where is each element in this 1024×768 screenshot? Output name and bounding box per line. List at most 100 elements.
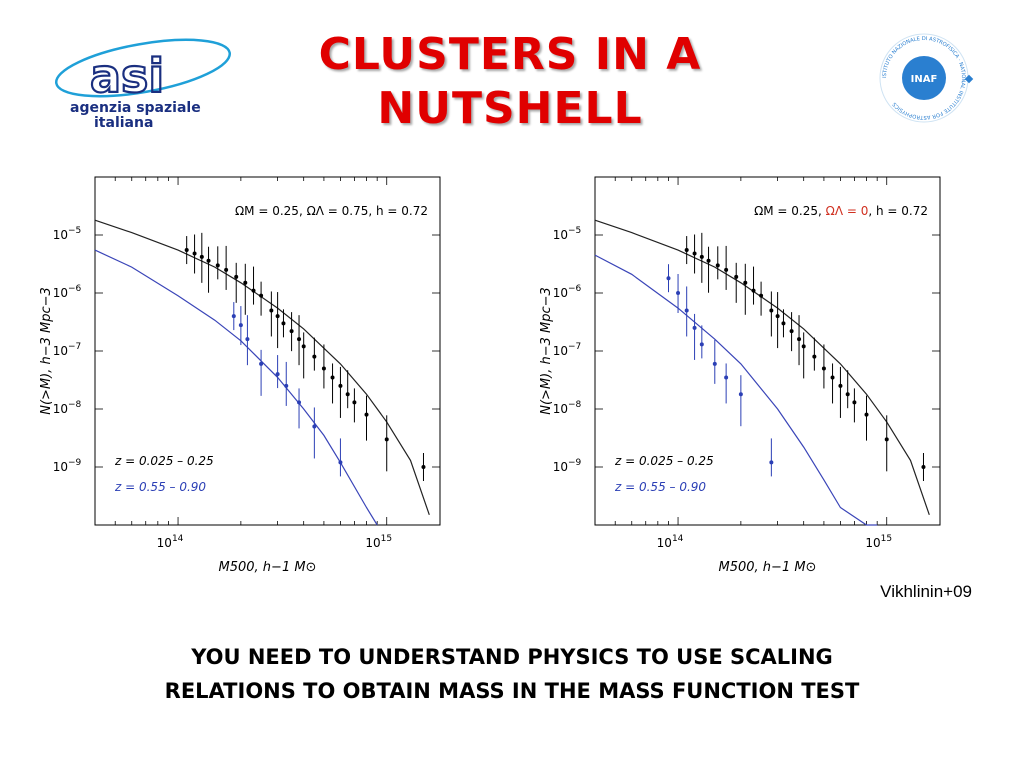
y-tick-label: 10−5 (53, 226, 82, 242)
legend-entry-high-z: z = 0.55 – 0.90 (614, 480, 706, 494)
data-point (715, 263, 720, 268)
x-tick-base: 10 (157, 536, 172, 550)
data-point (775, 314, 780, 319)
x-tick-label: 1014 (657, 534, 684, 550)
cosmology-part: ΩM = 0.25, (754, 204, 826, 218)
data-point (231, 314, 236, 319)
data-point (801, 344, 806, 349)
x-axis-label: M500, h−1 M⊙ (219, 560, 317, 575)
y-axis-label: N(>M), h−3 Mpc−3 (40, 287, 54, 415)
cosmology-part: ΩΛ = 0 (826, 204, 869, 218)
y-tick-exp: −7 (68, 342, 81, 352)
x-tick-exp: 14 (172, 534, 184, 544)
data-point (781, 321, 786, 326)
y-tick-label: 10−9 (53, 458, 82, 474)
data-point (684, 308, 689, 313)
data-point (724, 375, 729, 380)
model-curve (94, 219, 430, 515)
y-tick-base: 10 (553, 344, 568, 358)
data-point (352, 400, 357, 405)
data-point (243, 280, 248, 285)
data-point (338, 383, 343, 388)
y-tick-base: 10 (53, 286, 68, 300)
plot-frame (94, 176, 441, 526)
data-point (297, 337, 302, 342)
legend-entry-low-z: z = 0.025 – 0.25 (114, 454, 214, 468)
credit-text: Vikhlinin+09 (880, 582, 972, 601)
y-tick-label: 10−6 (553, 284, 582, 300)
data-point (312, 354, 317, 359)
data-point (751, 288, 756, 293)
data-point (275, 372, 280, 377)
slide-title: CLUSTERS IN A NUTSHELL (250, 28, 770, 136)
data-point (724, 267, 729, 272)
y-tick-base: 10 (53, 228, 68, 242)
y-tick-base: 10 (53, 344, 68, 358)
x-tick-exp: 15 (381, 534, 392, 544)
data-point (259, 293, 264, 298)
x-tick-base: 10 (365, 536, 380, 550)
data-point (789, 329, 794, 334)
data-point (684, 248, 689, 253)
data-point (259, 361, 264, 366)
data-point (699, 342, 704, 347)
data-point (769, 308, 774, 313)
y-tick-label: 10−7 (53, 342, 82, 358)
asi-logo-line2: italiana (94, 115, 153, 131)
data-point (192, 251, 197, 256)
data-point (384, 437, 389, 442)
data-point (206, 258, 211, 263)
x-tick-exp: 14 (672, 534, 684, 544)
data-point (364, 412, 369, 417)
data-point (830, 375, 835, 380)
data-point (234, 274, 239, 279)
cosmology-part: ΩΛ = 0.75 (307, 204, 369, 218)
data-point (245, 337, 250, 342)
model-curve (594, 254, 878, 526)
data-point (321, 366, 326, 371)
data-point (797, 337, 802, 342)
cosmology-part: , h = 0.72 (368, 204, 428, 218)
data-point (297, 400, 302, 405)
data-point (845, 392, 850, 397)
data-point (238, 323, 243, 328)
x-tick-label: 1015 (865, 534, 892, 550)
y-tick-label: 10−7 (553, 342, 582, 358)
model-curve (594, 219, 930, 515)
data-point (734, 274, 739, 279)
bottom-caption-line-1: YOU NEED TO UNDERSTAND PHYSICS TO USE SC… (191, 645, 833, 669)
data-point (738, 392, 743, 397)
data-point (269, 308, 274, 313)
x-tick-label: 1014 (157, 534, 184, 550)
data-point (184, 248, 189, 253)
data-point (224, 267, 229, 272)
y-tick-base: 10 (553, 460, 568, 474)
y-tick-exp: −8 (68, 400, 82, 410)
data-point (289, 329, 294, 334)
data-point (330, 375, 335, 380)
inaf-logo: ISTITUTO NAZIONALE DI ASTROFISICA · NATI… (879, 33, 974, 123)
inaf-logo-word: INAF (911, 74, 938, 85)
bottom-caption: YOU NEED TO UNDERSTAND PHYSICS TO USE SC… (20, 640, 1004, 708)
data-point (676, 291, 681, 295)
data-point (215, 263, 220, 268)
y-tick-label: 10−8 (553, 400, 582, 416)
y-tick-exp: −9 (568, 458, 582, 468)
x-axis-label: M500, h−1 M⊙ (719, 560, 817, 575)
y-tick-base: 10 (553, 228, 568, 242)
data-point (345, 392, 350, 397)
data-point (275, 314, 280, 319)
plot-frame (594, 176, 941, 526)
x-tick-exp: 15 (881, 534, 892, 544)
asi-logo: asi agenzia spaziale italiana (54, 38, 232, 131)
data-point (838, 383, 843, 388)
x-tick-base: 10 (657, 536, 672, 550)
y-tick-exp: −7 (568, 342, 581, 352)
bottom-caption-line-2: RELATIONS TO OBTAIN MASS IN THE MASS FUN… (164, 679, 860, 703)
data-point (692, 325, 697, 330)
data-point (284, 383, 289, 388)
y-tick-label: 10−5 (553, 226, 582, 242)
asi-logo-word: asi (90, 49, 164, 103)
